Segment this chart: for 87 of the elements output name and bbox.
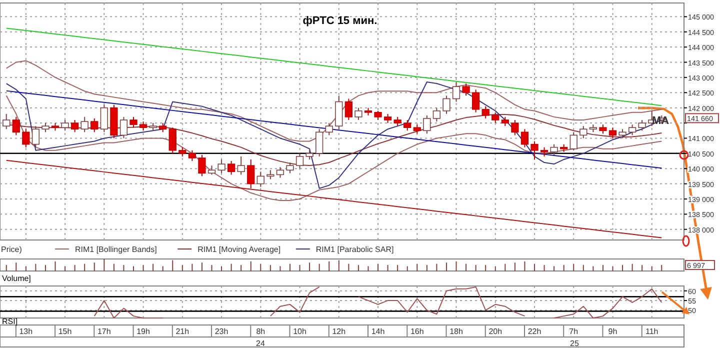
candlestick: [42, 122, 50, 133]
candlestick: [61, 119, 69, 132]
legend-label: RIM1 [Parabolic SAR]: [316, 245, 394, 254]
legend-label: RIM1 [Moving Average]: [198, 245, 281, 254]
candlestick: [638, 119, 646, 132]
candlestick: [452, 82, 460, 102]
candlestick: [432, 107, 441, 122]
x-tick-label: 9h: [608, 327, 618, 336]
candlestick: [628, 124, 636, 136]
candlestick: [501, 116, 509, 127]
x-tick-label: 13h: [19, 327, 33, 336]
candlestick: [188, 150, 196, 162]
candlestick: [178, 146, 186, 157]
text: Price): [1, 245, 22, 254]
candlestick: [237, 156, 245, 176]
x-tick-label: 18h: [450, 327, 463, 336]
candlestick: [168, 127, 176, 154]
candlestick: [404, 119, 412, 132]
candlestick: [247, 158, 255, 189]
candlestick: [227, 160, 236, 176]
x-tick-label: 21h: [176, 327, 190, 336]
x-tick-label: 17h: [97, 327, 111, 336]
candlestick: [550, 144, 558, 156]
x-tick-label: 15h: [58, 327, 72, 336]
candlestick: [306, 150, 314, 160]
candlestick: [208, 165, 216, 176]
legend-label: RIM1 [Bollinger Bands]: [75, 245, 157, 254]
candlestick: [256, 171, 264, 188]
candlestick: [316, 128, 324, 157]
candlestick: [442, 95, 450, 114]
candlestick: [394, 116, 402, 127]
candlestick: [472, 89, 480, 113]
candlestick: [276, 166, 284, 178]
candlestick: [325, 122, 333, 136]
x-tick-label: 16h: [410, 327, 424, 336]
candlestick: [618, 128, 626, 139]
candlestick: [344, 98, 352, 120]
x-tick-label: 12h: [332, 327, 346, 336]
x-tick-label: 11h: [645, 327, 658, 336]
text: 25: [570, 339, 580, 348]
candlestick: [2, 113, 10, 130]
x-tick-label: 23h: [214, 327, 228, 336]
text: фРТС 15 мин.: [302, 15, 378, 27]
candlestick: [32, 126, 40, 148]
candlestick: [296, 152, 304, 170]
line-series: [6, 28, 662, 106]
x-tick-label: 14h: [371, 327, 385, 336]
candlestick: [384, 113, 392, 124]
candlestick: [580, 126, 588, 139]
candlestick: [159, 122, 167, 133]
candlestick: [80, 116, 88, 133]
candlestick: [482, 106, 490, 119]
text: 24: [256, 339, 266, 348]
candlestick: [354, 107, 362, 120]
candlestick: [530, 140, 538, 160]
candlestick: [374, 110, 382, 120]
candlestick: [511, 119, 519, 136]
candlestick: [520, 128, 529, 148]
x-tick-label: 10h: [293, 327, 306, 336]
x-tick-label: 19h: [136, 327, 150, 336]
candlestick: [286, 162, 294, 174]
x-tick-label: 7h: [569, 327, 578, 336]
candlestick: [462, 83, 470, 96]
candlestick: [413, 124, 421, 134]
candlestick: [70, 119, 79, 133]
text: Volume]: [2, 274, 31, 283]
candlestick: [90, 118, 98, 133]
candlestick: [22, 128, 30, 148]
candlestick: [266, 170, 274, 180]
candlestick: [492, 112, 500, 124]
candlestick: [120, 116, 128, 139]
candlestick: [570, 132, 578, 151]
candlestick: [198, 154, 206, 177]
candlestick: [12, 116, 20, 136]
candlestick: [130, 116, 138, 128]
candlestick: [218, 158, 226, 174]
candlestick: [599, 124, 607, 134]
candlestick: [540, 146, 548, 157]
x-tick-label: 8h: [256, 327, 266, 336]
x-tick-label: 20h: [488, 327, 502, 336]
text: RSI]: [2, 317, 18, 326]
candlestick: [608, 127, 617, 139]
candlestick: [139, 121, 148, 132]
candlestick: [423, 114, 431, 134]
line-series: [6, 160, 662, 238]
candlestick: [100, 104, 108, 133]
x-tick-label: 22h: [528, 327, 542, 336]
